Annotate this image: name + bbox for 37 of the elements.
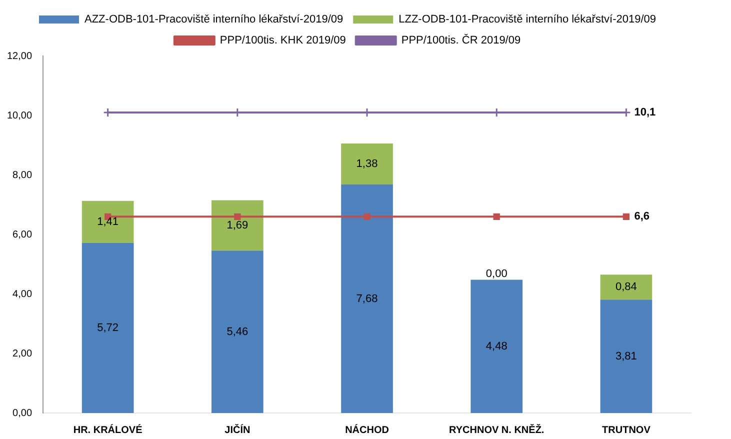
bar	[82, 200, 134, 243]
data-label: 4,48	[486, 340, 508, 352]
legend-label: PPP/100tis. KHK 2019/09	[220, 34, 346, 47]
data-label: 1,41	[97, 216, 119, 228]
y-tick-label: 12,00	[6, 50, 32, 62]
x-tick-label: JIČÍN	[224, 424, 250, 436]
legend-label: PPP/100tis. ČR 2019/09	[401, 34, 521, 47]
bar	[341, 184, 393, 413]
bar	[212, 250, 264, 413]
data-label: 10,1	[634, 106, 656, 119]
x-tick-label: NÁCHOD	[345, 424, 389, 436]
y-tick-label: 8,00	[12, 170, 32, 181]
y-tick-label: 0,00	[12, 408, 32, 419]
legend-label: AZZ-ODB-101-Pracoviště interního lékařství-2019/09	[84, 14, 344, 26]
bar	[82, 242, 134, 413]
x-tick-label: RYCHNOV N. KNĚŽ.	[449, 424, 544, 436]
bar	[600, 274, 652, 300]
data-label: 7,68	[356, 292, 378, 305]
x-tick-label: HR. KRÁLOVÉ	[73, 424, 143, 436]
bar	[341, 143, 393, 185]
bar	[212, 200, 264, 251]
y-tick-label: 2,00	[12, 348, 32, 360]
x-tick-label: TRUTNOV	[602, 424, 651, 436]
y-tick-label: 10,00	[6, 110, 32, 122]
data-label: 0,00	[486, 268, 508, 280]
data-label: 6,6	[634, 210, 650, 223]
y-tick-label: 4,00	[12, 288, 32, 300]
data-label: 1,69	[226, 219, 248, 232]
data-label: 0,84	[615, 281, 637, 294]
data-label: 5,46	[226, 326, 248, 338]
legend-label: LZZ-ODB-101-Pracoviště interního lékařství-2019/09	[398, 14, 656, 26]
y-tick-label: 6,00	[12, 229, 32, 240]
data-label: 1,38	[356, 158, 378, 170]
bar	[470, 280, 523, 413]
data-label: 3,81	[615, 350, 637, 362]
bar	[600, 300, 652, 413]
data-label: 5,72	[97, 322, 119, 334]
